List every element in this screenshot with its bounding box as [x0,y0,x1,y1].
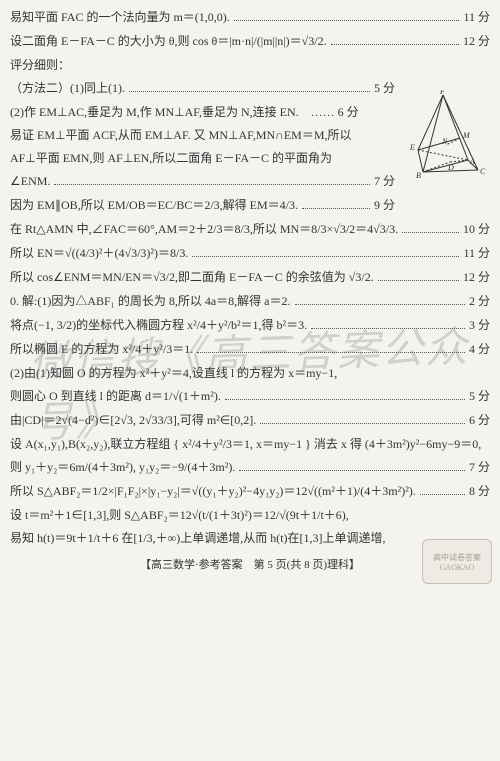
svg-text:D: D [447,163,454,172]
solution-line: (2)由(1)知圆 O 的方程为 x²＋y²＝4,设直线 l 的方程为 x＝my… [10,364,490,381]
solution-line: 设 t＝m²＋1∈[1,3],则 S△ABF₂＝12√(t/(1＋3t)²)＝1… [10,506,490,523]
solution-line: 因为 EM∥OB,所以 EM/OB＝EC/BC＝2/3,解得 EM＝4/3. 9 … [10,196,490,214]
line-text: 将点(−1, 3/2)的坐标代入椭圆方程 x²/4＋y²/b²＝1,得 b²＝3… [10,316,307,333]
leader-dots [192,256,459,257]
solution-line: 易知平面 FAC 的一个法向量为 m＝(1,0,0). 11 分 [10,8,490,26]
svg-text:E: E [409,143,415,152]
solution-line: 由|CD|＝2√(4−d²)∈[2√3, 2√33/3],可得 m²∈[0,2]… [10,411,490,429]
score-label: 2 分 [469,292,490,309]
line-text: 0. 解:(1)因为△ABF₁ 的周长为 8,所以 4a＝8,解得 a＝2. [10,292,291,309]
svg-text:A: A [469,157,475,166]
solution-line: 设二面角 E－FA－C 的大小为 θ,则 cos θ＝|m·n|/(|m||n|… [10,32,490,50]
line-text: ∠ENM. [10,174,50,189]
leader-dots [331,44,459,45]
leader-dots [402,232,459,233]
svg-text:C: C [480,167,486,176]
line-text: 易知平面 FAC 的一个法向量为 m＝(1,0,0). [10,8,230,25]
score-label: 3 分 [469,316,490,333]
solution-line: 易知 h(t)＝9t＋1/t＋6 在[1/3,＋∞)上单调递增,从而 h(t)在… [10,529,490,546]
leader-dots [378,280,459,281]
leader-dots [239,470,465,471]
score-label: 11 分 [463,8,490,25]
solution-line: 则 y₁＋y₂＝6m/(4＋3m²), y₁y₂＝−9/(4＋3m²). 7 分 [10,458,490,476]
score-label: 6 分 [469,411,490,428]
solution-line: 所以 S△ABF₂＝1/2×|F₁F₂|×|y₁−y₂|＝√((y₁＋y₂)²−… [10,482,490,500]
solution-line: 在 Rt△AMN 中,∠FAC＝60°,AM＝2＋2/3＝8/3,所以 MN＝8… [10,220,490,238]
score-label: 7 分 [469,458,490,475]
solution-line: 评分细则： [10,56,490,73]
svg-text:M: M [462,131,471,140]
leader-dots [420,494,465,495]
line-text: 设二面角 E－FA－C 的大小为 θ,则 cos θ＝|m·n|/(|m||n|… [10,32,327,49]
svg-text:F: F [439,90,445,96]
leader-dots [197,352,465,353]
page-footer: 【高三数学·参考答案 第 5 页(共 8 页)理科】 [10,556,490,572]
score-label: 5 分 [374,79,395,96]
solution-line: 将点(−1, 3/2)的坐标代入椭圆方程 x²/4＋y²/b²＝1,得 b²＝3… [10,316,490,334]
line-text: 则 y₁＋y₂＝6m/(4＋3m²), y₁y₂＝−9/(4＋3m²). [10,458,235,475]
line-text: 所以 EN＝√((4/3)²＋(4√3/3)²)＝8/3. [10,244,188,261]
line-text: 由|CD|＝2√(4−d²)∈[2√3, 2√33/3],可得 m²∈[0,2]… [10,411,256,428]
line-text: 则圆心 O 到直线 l 的距离 d＝1/√(1＋m²). [10,387,221,404]
score-label: 5 分 [469,387,490,404]
line-text: 因为 EM∥OB,所以 EM/OB＝EC/BC＝2/3,解得 EM＝4/3. [10,196,298,213]
score-label: 9 分 [374,196,395,213]
solution-line: 设 A(x₁,y₁),B(x₂,y₂),联立方程组 { x²/4＋y²/3＝1,… [10,435,490,452]
solution-line: 所以椭圆 E 的方程为 x²/4＋y²/3＝1. 4 分 [10,340,490,358]
solution-body: 易知平面 FAC 的一个法向量为 m＝(1,0,0).11 分设二面角 E－FA… [10,8,490,546]
svg-text:B: B [416,171,421,180]
leader-dots [295,304,465,305]
score-label: 4 分 [469,340,490,357]
solution-line: 所以 EN＝√((4/3)²＋(4√3/3)²)＝8/3. 11 分 [10,244,490,262]
svg-text:N: N [441,137,448,146]
line-text: 所以 cos∠ENM＝MN/EN＝√3/2,即二面角 E－FA－C 的余弦值为 … [10,268,374,285]
leader-dots [54,184,370,185]
leader-dots [260,423,465,424]
solution-line: 0. 解:(1)因为△ABF₁ 的周长为 8,所以 4a＝8,解得 a＝2. 2 … [10,292,490,310]
score-label: 12 分 [463,268,490,285]
leader-dots [311,328,465,329]
leader-dots [302,208,370,209]
line-text: （方法二）(1)同上(1). [10,79,125,96]
line-text: 所以椭圆 E 的方程为 x²/4＋y²/3＝1. [10,340,193,357]
leader-dots [225,399,465,400]
score-label: 12 分 [463,32,490,49]
score-label: 7 分 [374,172,395,189]
leader-dots [129,91,370,92]
pyramid-diagram: F A B C E D M N [398,90,488,190]
score-label: 11 分 [463,244,490,261]
line-text: 在 Rt△AMN 中,∠FAC＝60°,AM＝2＋2/3＝8/3,所以 MN＝8… [10,220,398,237]
score-label: 8 分 [469,482,490,499]
line-text: 所以 S△ABF₂＝1/2×|F₁F₂|×|y₁−y₂|＝√((y₁＋y₂)²−… [10,482,416,499]
score-label: 10 分 [463,220,490,237]
leader-dots [234,20,460,21]
solution-line: 所以 cos∠ENM＝MN/EN＝√3/2,即二面角 E－FA－C 的余弦值为 … [10,268,490,286]
solution-line: 则圆心 O 到直线 l 的距离 d＝1/√(1＋m²). 5 分 [10,387,490,405]
